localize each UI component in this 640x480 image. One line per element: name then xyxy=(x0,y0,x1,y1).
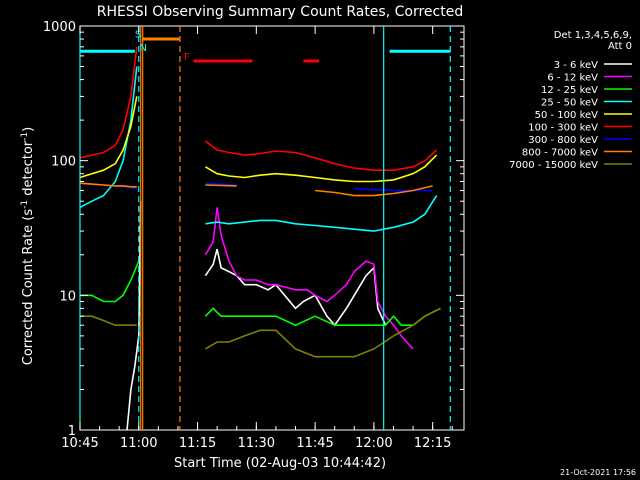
y-tick-label: 1 xyxy=(68,424,76,439)
y-axis-label-sup2: -1 xyxy=(20,132,30,141)
y-axis-label: Corrected Count Rate (s-1 detector-1) xyxy=(20,127,36,365)
interval-annotation: S xyxy=(135,30,141,41)
series-line xyxy=(315,185,433,197)
series-line xyxy=(80,182,137,188)
y-axis-label-mid: detector xyxy=(21,140,36,200)
y-axis-label-main: Corrected Count Rate (s xyxy=(21,209,36,366)
marker-layer: SN F xyxy=(79,26,451,430)
series-line xyxy=(80,315,137,326)
y-tick-label: 10 xyxy=(59,289,76,304)
series-line xyxy=(126,201,142,430)
legend-header: Att 0 xyxy=(608,41,632,52)
series-line xyxy=(204,140,438,171)
series-line xyxy=(204,154,438,183)
series-line xyxy=(205,182,237,186)
legend-entry-label: 50 - 100 keV xyxy=(535,110,599,121)
legend-header: Det 1,3,4,5,6,9, xyxy=(554,30,632,41)
series-layer xyxy=(80,46,441,430)
series-line xyxy=(204,248,387,327)
legend-entry-label: 100 - 300 keV xyxy=(528,123,598,134)
legend: Det 1,3,4,5,6,9,Att 0 3 - 6 keV 6 - 12 keV… xyxy=(509,30,632,171)
x-tick-label: 12:15 xyxy=(414,436,451,451)
legend-entry-label: 3 - 6 keV xyxy=(554,60,598,71)
interval-annotation: N xyxy=(140,43,147,54)
legend-entry-label: 12 - 25 keV xyxy=(541,85,598,96)
legend-entry-label: 6 - 12 keV xyxy=(547,73,598,84)
legend-entry-label: 7000 - 15000 keV xyxy=(509,160,598,171)
x-tick-label: 11:15 xyxy=(179,436,216,451)
series-line xyxy=(80,66,138,209)
footer-date: 21-Oct-2021 17:56 xyxy=(560,468,636,477)
interval-annotation: F xyxy=(184,52,190,63)
series-line xyxy=(205,195,438,232)
y-tick-label: 100 xyxy=(51,155,76,170)
series-line xyxy=(204,207,414,350)
y-tick-label: 1000 xyxy=(43,20,76,35)
axis-layer: 10:45 11:00 11:15 11:30 11:45 12:00 12:15 1 10 10… xyxy=(43,20,464,451)
plot-frame xyxy=(79,25,465,431)
series-line xyxy=(204,307,441,327)
series-line xyxy=(80,46,138,159)
series-line xyxy=(80,260,140,303)
series-line xyxy=(80,96,138,179)
x-tick-label: 11:00 xyxy=(120,436,157,451)
chart-title: RHESSI Observing Summary Count Rates, Co… xyxy=(97,4,463,20)
x-tick-label: 10:45 xyxy=(61,436,98,451)
x-axis-label: Start Time (02-Aug-03 10:44:42) xyxy=(174,456,386,471)
x-tick-label: 12:00 xyxy=(355,436,392,451)
legend-entry-label: 25 - 50 keV xyxy=(541,98,598,109)
y-axis-label-sup1: -1 xyxy=(20,200,30,209)
legend-entry-label: 300 - 800 keV xyxy=(528,135,598,146)
series-line xyxy=(205,184,237,187)
legend-entry-label: 800 - 7000 keV xyxy=(522,148,598,159)
y-axis-label-end: ) xyxy=(21,127,36,132)
plot-border xyxy=(79,25,465,431)
series-line xyxy=(204,307,441,358)
x-tick-label: 11:30 xyxy=(238,436,275,451)
series-line xyxy=(354,187,433,192)
x-tick-label: 11:45 xyxy=(296,436,333,451)
